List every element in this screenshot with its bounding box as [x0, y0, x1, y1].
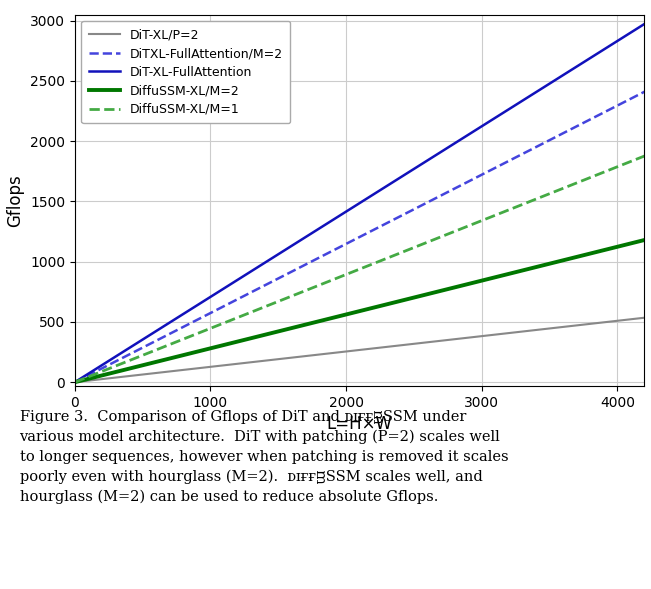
- DiffuSSM-XL/M=1: [342, 271, 350, 278]
- DiTXL-FullAttention/M=2: [345, 239, 353, 246]
- DiffuSSM-XL/M=1: [345, 270, 353, 277]
- DiT-XL-FullAttention: [345, 206, 353, 213]
- DiT-XL-FullAttention: [410, 166, 418, 173]
- DiffuSSM-XL/M=2: [342, 311, 350, 318]
- Y-axis label: Gflops: Gflops: [7, 174, 25, 227]
- DiffuSSM-XL/M=2: [379, 302, 387, 309]
- DiT-XL-FullAttention: [641, 21, 648, 28]
- DiT-XL/P=2: [627, 316, 635, 323]
- Line: DiffuSSM-XL/M=2: DiffuSSM-XL/M=2: [75, 240, 644, 382]
- Line: DiffuSSM-XL/M=1: DiffuSSM-XL/M=1: [75, 156, 644, 382]
- DiffuSSM-XL/M=2: [410, 294, 418, 301]
- DiT-XL/P=2: [379, 344, 387, 351]
- DiffuSSM-XL/M=1: [538, 193, 546, 200]
- DiT-XL-FullAttention: [379, 185, 387, 192]
- DiffuSSM-XL/M=2: [538, 262, 546, 269]
- DiTXL-FullAttention/M=2: [342, 241, 350, 248]
- DiffuSSM-XL/M=1: [641, 153, 648, 160]
- DiT-XL-FullAttention: [342, 209, 350, 216]
- DiT-XL/P=2: [342, 348, 350, 355]
- DiffuSSM-XL/M=2: [627, 240, 635, 247]
- DiT-XL-FullAttention: [538, 85, 546, 92]
- DiffuSSM-XL/M=2: [71, 379, 79, 386]
- Text: Figure 3.  Comparison of Gflops of DiT and ᴅɪғғᴟSSM under
various model architec: Figure 3. Comparison of Gflops of DiT an…: [20, 410, 508, 504]
- Line: DiT-XL-FullAttention: DiT-XL-FullAttention: [75, 24, 644, 382]
- DiTXL-FullAttention/M=2: [71, 379, 79, 386]
- DiTXL-FullAttention/M=2: [641, 88, 648, 95]
- Line: DiTXL-FullAttention/M=2: DiTXL-FullAttention/M=2: [75, 92, 644, 382]
- DiffuSSM-XL/M=1: [379, 256, 387, 263]
- DiffuSSM-XL/M=1: [627, 158, 635, 165]
- X-axis label: L=H×W: L=H×W: [327, 415, 393, 433]
- Line: DiT-XL/P=2: DiT-XL/P=2: [75, 317, 644, 382]
- DiTXL-FullAttention/M=2: [627, 95, 635, 102]
- DiTXL-FullAttention/M=2: [410, 206, 418, 213]
- DiT-XL/P=2: [641, 314, 648, 321]
- DiTXL-FullAttention/M=2: [538, 141, 546, 148]
- DiT-XL/P=2: [538, 326, 546, 333]
- DiTXL-FullAttention/M=2: [379, 221, 387, 229]
- DiT-XL/P=2: [410, 340, 418, 348]
- DiffuSSM-XL/M=2: [345, 310, 353, 317]
- DiffuSSM-XL/M=1: [410, 244, 418, 251]
- DiT-XL/P=2: [71, 379, 79, 386]
- DiffuSSM-XL/M=1: [71, 379, 79, 386]
- DiffuSSM-XL/M=2: [641, 236, 648, 243]
- Legend: DiT-XL/P=2, DiTXL-FullAttention/M=2, DiT-XL-FullAttention, DiffuSSM-XL/M=2, Diff: DiT-XL/P=2, DiTXL-FullAttention/M=2, DiT…: [81, 21, 290, 124]
- DiT-XL-FullAttention: [71, 379, 79, 386]
- DiT-XL-FullAttention: [627, 29, 635, 36]
- DiT-XL/P=2: [345, 348, 353, 355]
